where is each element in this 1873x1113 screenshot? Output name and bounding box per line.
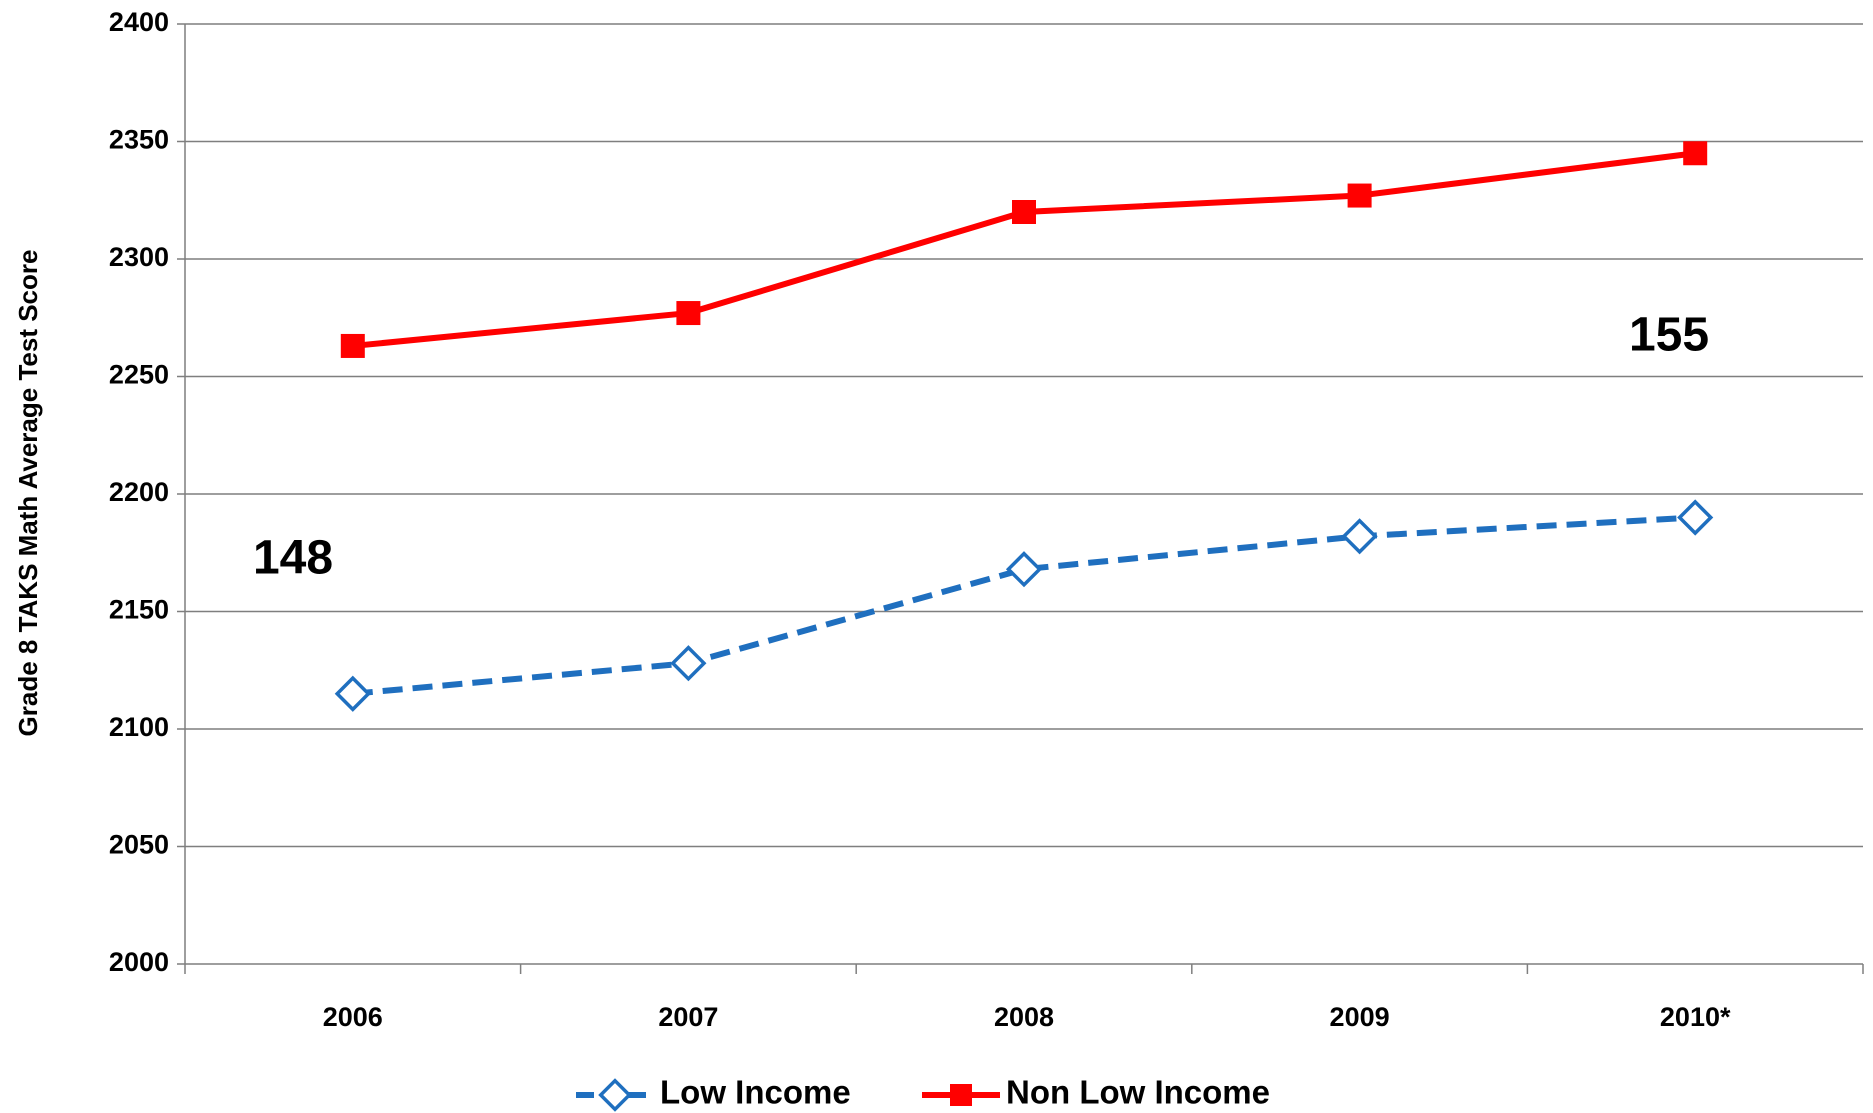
legend-marker — [950, 1084, 972, 1106]
series-line — [352, 150, 1696, 349]
y-tick-label: 2150 — [109, 595, 169, 625]
y-tick-label: 2250 — [109, 360, 169, 390]
data-point — [1005, 551, 1043, 588]
x-tick-label: 2010* — [1660, 1002, 1731, 1032]
x-tick-label: 2007 — [658, 1002, 718, 1032]
data-point — [1341, 518, 1378, 555]
y-tick-label: 2350 — [109, 125, 169, 155]
data-point — [340, 333, 365, 358]
legend-label: Non Low Income — [1006, 1074, 1270, 1111]
data-point — [676, 301, 701, 326]
y-tick-label: 2300 — [109, 242, 169, 272]
data-point — [1677, 499, 1714, 536]
data-point — [1347, 183, 1372, 208]
x-tick-label: 2006 — [323, 1002, 383, 1032]
legend-marker — [598, 1078, 632, 1112]
annotation: 155 — [1629, 309, 1709, 362]
x-tick-label: 2009 — [1330, 1002, 1390, 1032]
legend-label: Low Income — [660, 1074, 851, 1111]
data-point — [1012, 200, 1036, 224]
y-axis-title: Grade 8 TAKS Math Average Test Score — [13, 250, 43, 737]
series-line — [352, 514, 1696, 697]
annotation: 148 — [253, 532, 333, 585]
y-tick-label: 2100 — [109, 712, 169, 742]
data-point — [334, 675, 371, 712]
data-point — [670, 645, 707, 682]
y-tick-label: 2050 — [109, 830, 169, 860]
x-tick-label: 2008 — [994, 1002, 1054, 1032]
y-tick-label: 2400 — [109, 7, 169, 37]
data-point — [1683, 141, 1708, 166]
y-tick-label: 2200 — [109, 477, 169, 507]
y-tick-label: 2000 — [109, 947, 169, 977]
